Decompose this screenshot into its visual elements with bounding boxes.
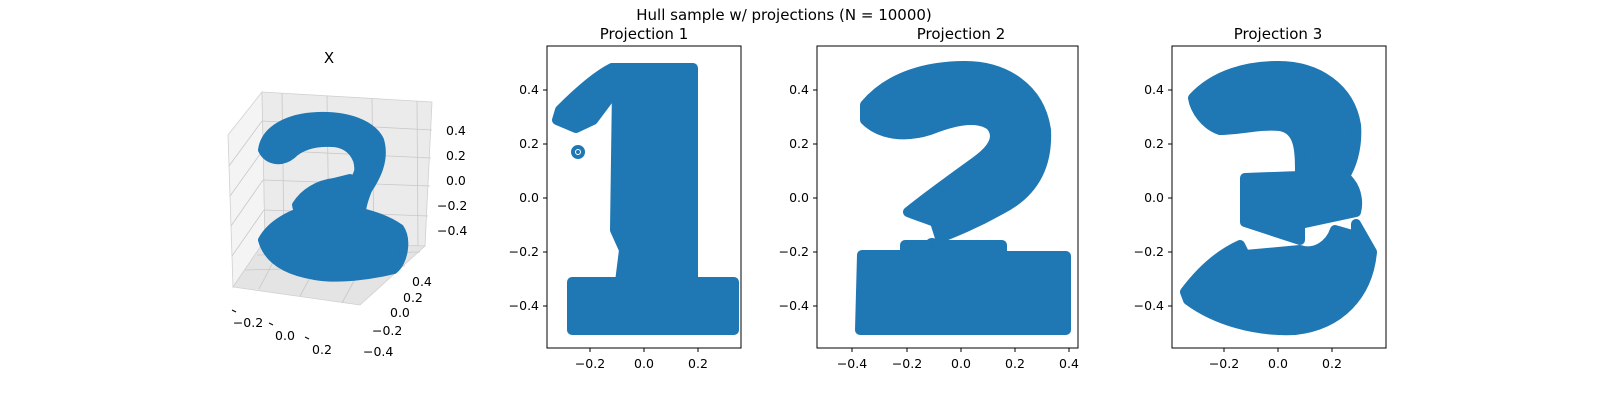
tick-label: −0.2: [372, 323, 402, 338]
tick-label: 0.0: [1144, 190, 1164, 205]
tick-label: 0.2: [312, 342, 332, 357]
digit-1-stem: [552, 63, 698, 287]
projection-1-yticks: [543, 89, 547, 307]
projection-3-title: Projection 3: [1234, 25, 1322, 43]
digit-3-upper: [1188, 61, 1363, 245]
panel-3d-title: X: [324, 49, 334, 67]
projection-3-yticks: [1168, 89, 1172, 307]
projection-1-title: Projection 1: [600, 25, 688, 43]
tick-label: 0.4: [1144, 82, 1164, 97]
tick-label: −0.2: [1134, 244, 1164, 259]
projection-2-frame: [816, 45, 1079, 349]
x3d-ticks: −0.2 0.0 0.2: [231, 309, 332, 357]
tick-label: −0.4: [837, 356, 867, 371]
projection-2-title: Projection 2: [917, 25, 1005, 43]
figure-suptitle: Hull sample w/ projections (N = 10000): [636, 6, 932, 24]
tick-label: −0.2: [575, 356, 605, 371]
tick-label: 0.2: [1322, 356, 1342, 371]
projection-3-frame: [1171, 45, 1387, 349]
projection-3-points: [1180, 61, 1377, 336]
tick-label: 0.4: [519, 82, 539, 97]
tick-label: 0.0: [390, 305, 410, 320]
tick-label: 0.2: [446, 148, 466, 163]
tick-label: 0.0: [446, 173, 466, 188]
tick-label: 0.4: [789, 82, 809, 97]
tick-label: −0.4: [509, 298, 539, 313]
tick-label: −0.2: [892, 356, 922, 371]
tick-label: 0.2: [519, 136, 539, 151]
tick-label: −0.4: [1134, 298, 1164, 313]
tick-label: 0.2: [403, 290, 423, 305]
projection-1-xticks: [589, 348, 699, 352]
y3d-ticks: −0.4 −0.2 0.0 0.2 0.4: [363, 274, 432, 359]
tick-label: 0.0: [951, 356, 971, 371]
panel-projection-2: Projection 2 0.4 0.2 0.0 −0.2 −0.4 −0.4 …: [779, 25, 1079, 371]
tick-label: 0.2: [688, 356, 708, 371]
scatter-3d-cloud: [258, 111, 409, 282]
projection-2-yticks: [813, 89, 817, 307]
panel-3d: X: [227, 49, 467, 359]
cloud-neck: [292, 174, 354, 226]
tick-label: −0.4: [437, 223, 467, 238]
tick-label: 0.4: [446, 123, 466, 138]
digit-2-base: [855, 240, 1071, 335]
tick-label: 0.0: [634, 356, 654, 371]
tick-label: −0.2: [437, 198, 467, 213]
tick-label: 0.2: [1005, 356, 1025, 371]
tick-label: 0.0: [789, 190, 809, 205]
projection-2-xticks: [851, 348, 1070, 352]
tick-label: 0.0: [1268, 356, 1288, 371]
tick-label: −0.2: [1209, 356, 1239, 371]
tick-label: 0.4: [1059, 356, 1079, 371]
tick-label: 0.0: [275, 328, 295, 343]
tick-label: −0.2: [233, 315, 263, 330]
z3d-ticks: 0.4 0.2 0.0 −0.2 −0.4: [437, 123, 467, 238]
tick-label: 0.2: [789, 136, 809, 151]
tick-label: −0.4: [363, 344, 393, 359]
tick-label: 0.0: [519, 190, 539, 205]
digit-1-base: [567, 277, 739, 335]
projection-1-points: [552, 63, 739, 335]
panel-projection-1: Projection 1 0.4 0.2 0.0 −0.2 −0.4 −0.2 …: [509, 25, 742, 371]
tick-label: −0.2: [509, 244, 539, 259]
digit-3-lower: [1180, 219, 1377, 336]
tick-label: −0.4: [779, 298, 809, 313]
outlier-point: [925, 238, 939, 252]
outlier-point: [571, 145, 585, 159]
digit-2-hook: [860, 61, 1052, 243]
projection-2-points: [855, 61, 1071, 335]
tick-label: 0.2: [1144, 136, 1164, 151]
panel-projection-3: Projection 3 0.4 0.2 0.0 −0.2 −0.4 −0.2 …: [1134, 25, 1387, 371]
projection-3-xticks: [1223, 348, 1333, 352]
tick-label: 0.4: [412, 274, 432, 289]
tick-label: −0.2: [779, 244, 809, 259]
